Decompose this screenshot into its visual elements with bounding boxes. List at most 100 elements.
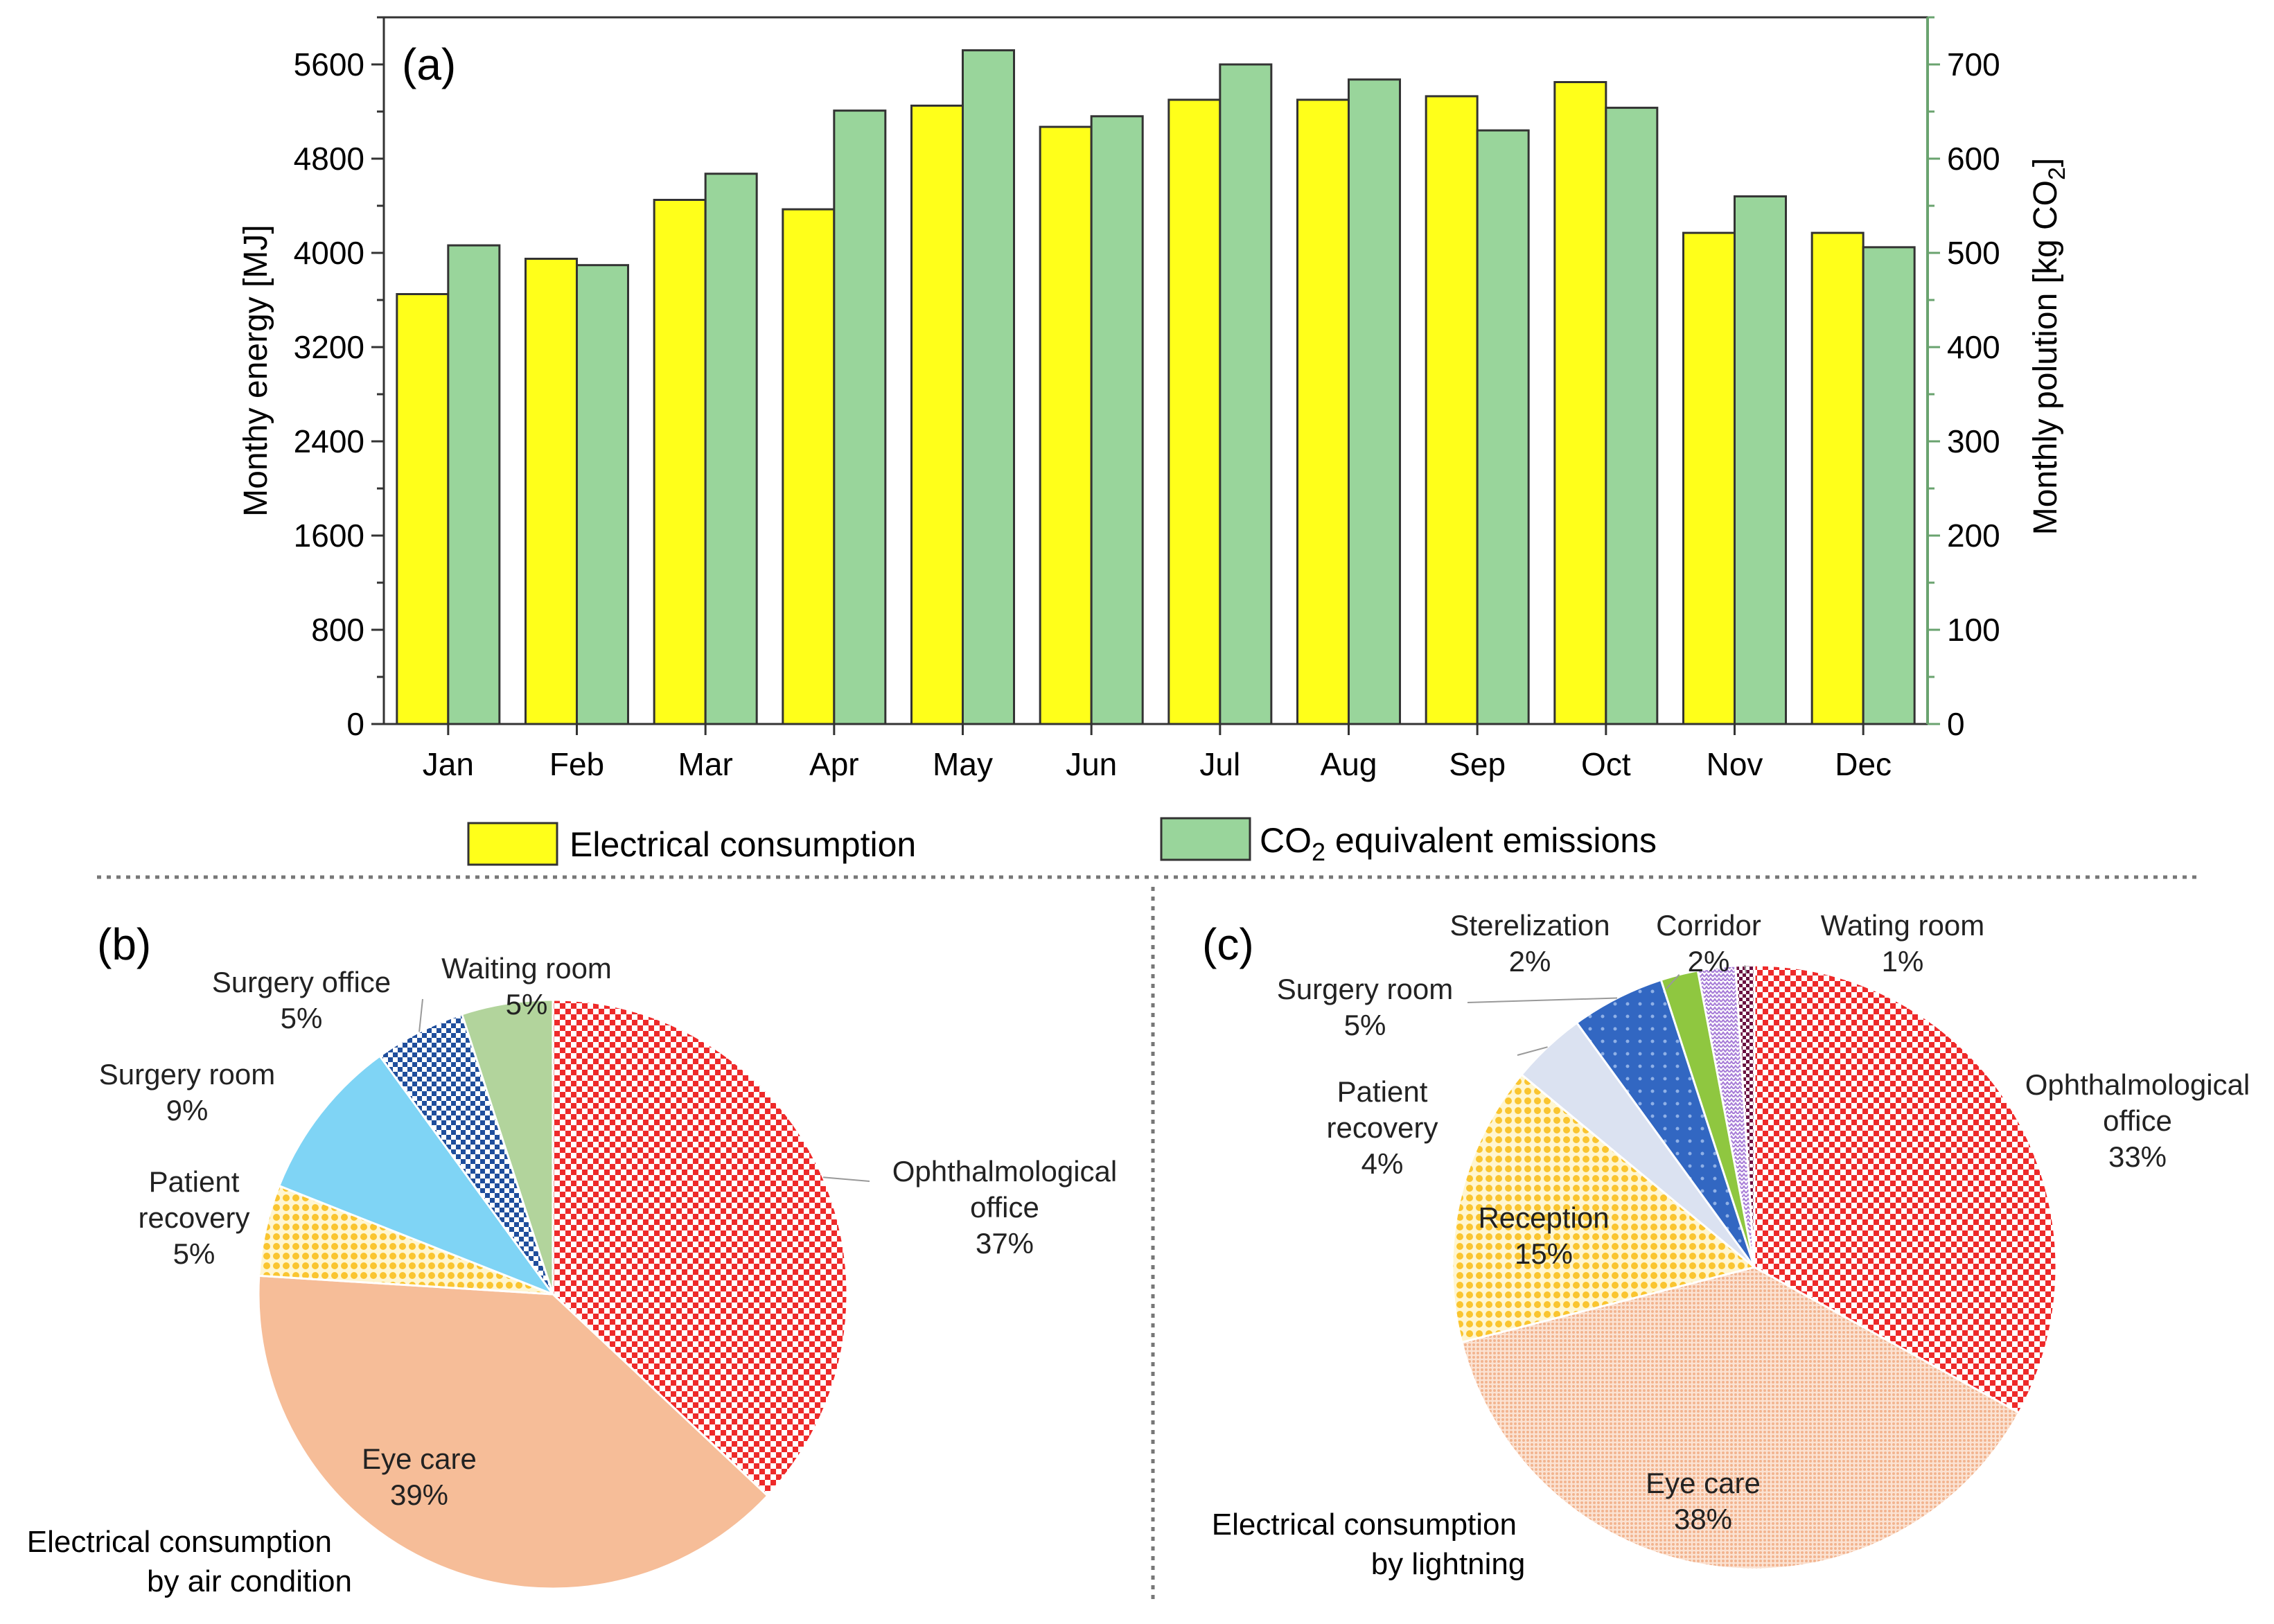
- pie-b-slice-label-line: Waiting room: [441, 952, 612, 985]
- pie-c-slice-label-line: Eye care: [1646, 1467, 1761, 1499]
- pie-c-slice-label-line: Wating room: [1821, 909, 1985, 942]
- pie-b-slice-0: [552, 998, 849, 1498]
- bar-co2-aug: [1348, 78, 1401, 725]
- legend-label-electrical: Electrical consumption: [570, 825, 916, 864]
- panel-label-b: (b): [97, 919, 151, 969]
- pie-c-leader-line-7: [1744, 965, 1747, 974]
- bar-co2-dec: [1862, 246, 1916, 725]
- x-tick-label-apr: Apr: [809, 746, 859, 782]
- pie-c-slice-0: [1753, 964, 2058, 1415]
- left-tick-label: 0: [346, 706, 364, 742]
- bar-electrical-dec: [1810, 231, 1865, 725]
- bar-electrical-sep: [1425, 95, 1479, 725]
- pie-c-slice-label-line: 4%: [1361, 1147, 1404, 1180]
- bar-electrical-aug: [1296, 98, 1350, 725]
- x-tick-label-sep: Sep: [1449, 746, 1506, 782]
- legend-co2-pre: CO: [1260, 821, 1312, 860]
- pie-b-slice-label-line: 39%: [390, 1479, 448, 1511]
- pie-c-slice-2: [1451, 1073, 1757, 1344]
- x-tick-label-feb: Feb: [549, 746, 604, 782]
- bar-co2-may: [962, 49, 1015, 725]
- pie-chart-air-condition: (b) Ophthalmological office 37% Eye care 39%…: [27, 919, 1117, 1598]
- right-tick-label: 600: [1947, 141, 2000, 177]
- pie-b-slice-1: [257, 1274, 769, 1590]
- x-axis-ticks: Jan Feb Mar Apr May Jun Jul Aug Sep Oct Nov Dec: [423, 724, 1892, 782]
- pie-c-leader-line-5: [1666, 974, 1680, 989]
- pie-c-slice-1: [1460, 1266, 2021, 1571]
- left-axis-ticks: 0 800 1600 2400 3200 4000 4800 5600: [294, 16, 384, 742]
- y-axis-left-title: Monthy energy [MJ]: [238, 224, 274, 517]
- left-tick-label: 1600: [294, 518, 364, 554]
- pie-b-slice-label-1: Eye care 39%: [362, 1442, 477, 1511]
- right-axis-ticks: 0 100 200 300 400 500 600 700: [1928, 16, 2000, 742]
- pie-b-slice-label-0: Ophthalmological office 37%: [892, 1155, 1118, 1260]
- legend-swatch-electrical: [467, 822, 558, 866]
- pie-c-slice-label-line: 2%: [1688, 945, 1730, 978]
- pie-b-slice-label-line: Eye care: [362, 1442, 477, 1475]
- pie-b-slice-label-line: recovery: [138, 1201, 249, 1234]
- pie-b-leader-line-4: [418, 998, 423, 1032]
- pie-c-slice-label-line: 5%: [1344, 1009, 1386, 1041]
- pie-b-slice-label-line: 5%: [281, 1002, 323, 1034]
- legend-co2-post: equivalent emissions: [1325, 821, 1657, 860]
- left-tick-label: 4800: [294, 141, 364, 177]
- pie-b-leader-line-0: [822, 1176, 870, 1182]
- bar-electrical-feb: [525, 258, 578, 725]
- left-tick-label: 5600: [294, 46, 364, 82]
- right-tick-label: 200: [1947, 518, 2000, 554]
- y-axis-right-title: Monthly polution [kg CO2]: [2027, 158, 2070, 536]
- legend-co2-sub: 2: [1312, 838, 1325, 866]
- bar-co2-jun: [1090, 115, 1144, 725]
- pie-c-slice-label-line: Corridor: [1656, 909, 1761, 942]
- bar-electrical-oct: [1553, 81, 1607, 725]
- right-tick-label: 100: [1947, 612, 2000, 648]
- pie-c-slice-label-4: Surgery room 5%: [1277, 973, 1453, 1041]
- bar-electrical-jan: [396, 293, 450, 725]
- pie-b-slice-3: [277, 1054, 556, 1297]
- y-axis-right-title-post: ]: [2027, 158, 2064, 167]
- pie-b-slice-label-line: office: [970, 1191, 1039, 1224]
- pie-b-slice-label-line: Surgery room: [99, 1058, 275, 1091]
- bar-electrical-jul: [1167, 98, 1222, 725]
- pie-c-title-line1: Electrical consumption: [1212, 1508, 1517, 1542]
- pie-b-title-line1: Electrical consumption: [27, 1525, 332, 1559]
- pie-c-slices: [1451, 964, 2058, 1571]
- x-tick-label-jul: Jul: [1199, 746, 1240, 782]
- x-tick-label-dec: Dec: [1835, 746, 1892, 782]
- bar-co2-nov: [1734, 195, 1787, 725]
- pie-c-slice-label-1: Eye care 38%: [1646, 1467, 1761, 1535]
- pie-b-slice-label-line: Ophthalmological: [892, 1155, 1118, 1188]
- pie-b-labels: Ophthalmological office 37% Eye care 39% Pati…: [99, 952, 1117, 1511]
- pie-c-labels: Ophthalmological office 33% Eye care 38% Rece…: [1277, 909, 2250, 1535]
- pie-c-slice-label-5: Sterelization 2%: [1449, 909, 1610, 978]
- pie-c-leader-line-3: [1517, 1046, 1548, 1056]
- bar-electrical-nov: [1682, 231, 1736, 725]
- pie-c-slice-label-6: Corridor 2%: [1656, 909, 1761, 978]
- legend: Electrical consumption CO2 equivalent em…: [467, 817, 1657, 866]
- bar-electrical-apr: [782, 208, 836, 725]
- pie-c-slice-label-line: Sterelization: [1449, 909, 1610, 942]
- bar-electrical-jun: [1039, 125, 1093, 725]
- bar-co2-mar: [704, 173, 758, 725]
- pie-c-slice-label-2: Reception 15%: [1478, 1201, 1609, 1270]
- pie-b-slice-label-line: 5%: [173, 1237, 215, 1270]
- pie-c-slice-label-line: 38%: [1674, 1503, 1732, 1535]
- pie-c-slice-label-line: Reception: [1478, 1201, 1609, 1234]
- right-tick-label: 500: [1947, 235, 2000, 271]
- pie-b-slice-5: [460, 998, 554, 1295]
- pie-c-slice-label-line: Patient: [1337, 1075, 1428, 1108]
- pie-b-slice-label-line: 5%: [506, 988, 548, 1021]
- pie-c-slice-label-7: Wating room 1%: [1821, 909, 1985, 978]
- bar-series: [396, 49, 1916, 725]
- bar-co2-feb: [576, 264, 629, 725]
- x-tick-label-oct: Oct: [1581, 746, 1631, 782]
- pie-b-slice-label-4: Surgery office 5%: [212, 966, 391, 1034]
- panel-label-c: (c): [1202, 919, 1254, 969]
- left-tick-label: 3200: [294, 329, 364, 365]
- bar-co2-oct: [1605, 107, 1659, 725]
- x-tick-label-may: May: [933, 746, 993, 782]
- pie-b-slice-label-line: 9%: [166, 1094, 209, 1127]
- x-tick-label-mar: Mar: [678, 746, 733, 782]
- pie-c-slice-label-line: 2%: [1509, 945, 1551, 978]
- y-axis-right-title-pre: Monthly polution [kg CO: [2027, 180, 2064, 535]
